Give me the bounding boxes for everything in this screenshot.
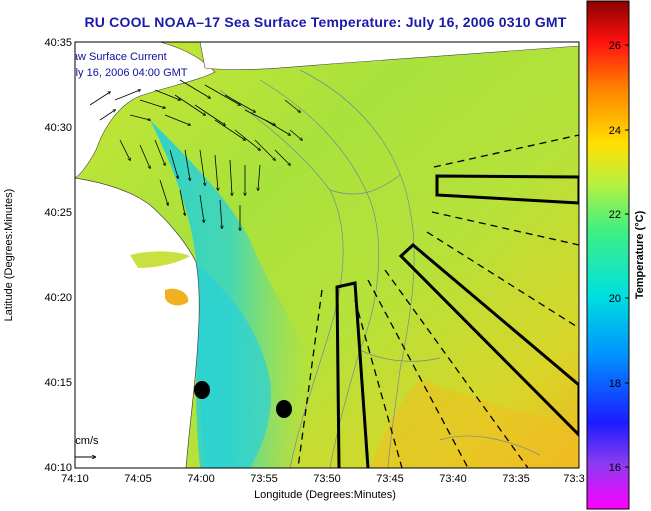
y-axis-label: Latitude (Degrees:Minutes) [3, 189, 15, 322]
bathymetry-contours [219, 69, 541, 468]
colorbar-tick: 26 [609, 40, 621, 52]
xtick-label: 74:00 [187, 473, 215, 485]
ytick-label: 40:25 [44, 207, 72, 219]
colorbar-tick: 24 [609, 125, 621, 137]
y-axis: 40:35 40:30 40:25 40:20 40:15 40:10 Lati… [3, 37, 72, 474]
transect-box-north [435, 174, 579, 205]
land-new-jersey-coast [75, 177, 200, 468]
colorbar-tick: 18 [609, 378, 621, 390]
transect-box-southeast [398, 243, 579, 438]
warm-water-patch [370, 380, 579, 468]
xtick-label: 73:55 [250, 473, 278, 485]
station-marker-offshore [276, 400, 292, 418]
colorbar-tick: 22 [609, 209, 621, 221]
ytick-label: 40:30 [44, 122, 72, 134]
land-long-island [199, 42, 579, 70]
map-title: RU COOL NOAA–17 Sea Surface Temperature:… [84, 14, 567, 30]
xtick-label: 74:05 [124, 473, 152, 485]
x-axis: 74:10 74:05 74:00 73:55 73:50 73:45 73:4… [61, 473, 584, 501]
station-marker-inshore [194, 381, 210, 399]
xtick-label: 73:40 [439, 473, 467, 485]
colorbar-gradient [586, 0, 630, 510]
legend-line-1: Raw Surface Current [64, 51, 167, 63]
ytick-label: 40:10 [44, 462, 72, 474]
sst-map-area: Raw Surface Current July 16, 2006 04:00 … [60, 42, 579, 468]
sandy-hook-inlet [130, 251, 190, 268]
xtick-label: 74:10 [61, 473, 89, 485]
colorbar-label: Temperature (°C) [634, 210, 646, 299]
shrewsbury-river-warm [165, 288, 189, 306]
land-new-york-harbor [75, 42, 216, 179]
ytick-label: 40:35 [44, 37, 72, 49]
colorbar-tick: 20 [609, 293, 621, 305]
cool-water-band [150, 120, 311, 468]
cold-upwelling-core [190, 260, 271, 468]
scale-label: 50 cm/s [60, 435, 99, 447]
xtick-label: 73:3 [563, 473, 584, 485]
xtick-label: 73:50 [313, 473, 341, 485]
legend-line-2: July 16, 2006 04:00 GMT [64, 67, 188, 79]
transect-box-south [335, 281, 370, 468]
temperature-colorbar: 26 24 22 20 18 16 Temperature (°C) [586, 0, 646, 510]
colorbar-tick: 16 [609, 462, 621, 474]
x-axis-label: Longitude (Degrees:Minutes) [254, 489, 396, 501]
xtick-label: 73:45 [376, 473, 404, 485]
ytick-label: 40:20 [44, 292, 72, 304]
transect-boxes [335, 174, 579, 468]
xtick-label: 73:35 [502, 473, 530, 485]
transect-dashed-lines [297, 134, 579, 468]
ytick-label: 40:15 [44, 377, 72, 389]
surface-current-vectors [89, 79, 302, 230]
plot-frame [74, 41, 580, 469]
